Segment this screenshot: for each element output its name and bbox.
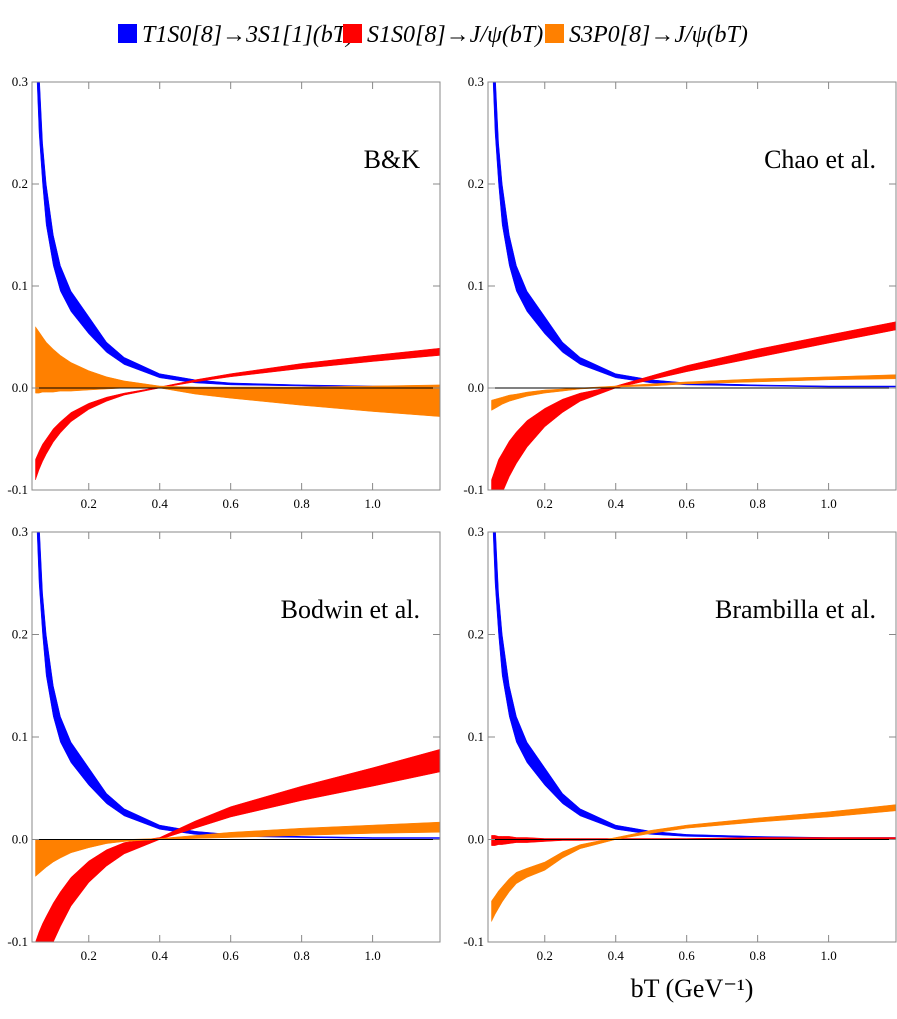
band [35, 326, 440, 417]
panel: -0.1 0.0 0.1 0.2 0.3 0.2 0.4 0.6 0.8 1.0 Brambilla… [463, 524, 897, 1003]
frame [487, 531, 897, 943]
band [491, 804, 896, 922]
x-tick-label: 0.8 [294, 496, 310, 511]
y-tick-label: -0.1 [463, 934, 484, 949]
y-tick-label: -0.1 [463, 482, 484, 497]
y-tick-label: -0.1 [7, 934, 28, 949]
panel-annotation: Bodwin et al. [281, 595, 420, 624]
x-tick-label: 0.4 [608, 496, 625, 511]
x-tick-label: 1.0 [820, 948, 836, 963]
y-tick-label: 0.2 [12, 627, 28, 642]
x-tick-label: 0.8 [750, 948, 766, 963]
legend-label: S3P0[8]→J/ψ(bT) [569, 22, 748, 48]
band [491, 374, 896, 411]
x-tick-label: 0.8 [750, 496, 766, 511]
band [36, 82, 440, 388]
y-tick-label: 0.1 [468, 278, 484, 293]
y-tick-label: 0.3 [468, 74, 484, 89]
y-tick-label: 0.2 [12, 176, 28, 191]
x-tick-label: 0.6 [679, 948, 696, 963]
panel: -0.1 0.0 0.1 0.2 0.3 0.2 0.4 0.6 0.8 1.0 Chao et a… [463, 74, 897, 511]
legend-label: S1S0[8]→J/ψ(bT) [367, 22, 543, 48]
band [35, 749, 440, 942]
frame [31, 531, 441, 943]
x-tick-label: 0.6 [679, 496, 696, 511]
panel-annotation: Brambilla et al. [715, 595, 876, 624]
legend-label: T1S0[8]→3S1[1](bT) [142, 22, 354, 48]
legend-swatch [118, 24, 137, 43]
y-tick-label: 0.0 [12, 832, 28, 847]
panel-annotation: Chao et al. [764, 145, 876, 174]
y-tick-label: 0.3 [468, 524, 484, 539]
y-tick-label: 0.0 [12, 380, 28, 395]
x-tick-label: 0.2 [537, 496, 553, 511]
x-tick-label: 1.0 [364, 496, 380, 511]
plot-area [491, 532, 896, 922]
y-tick-label: 0.1 [12, 278, 28, 293]
y-tick-label: -0.1 [7, 482, 28, 497]
x-tick-label: 0.4 [608, 948, 625, 963]
band [36, 532, 440, 839]
x-tick-label: 1.0 [364, 948, 380, 963]
band [491, 321, 896, 490]
y-tick-label: 0.3 [12, 74, 28, 89]
x-tick-label: 1.0 [820, 496, 836, 511]
y-tick-label: 0.2 [468, 176, 484, 191]
band [492, 82, 896, 388]
x-tick-label: 0.2 [81, 496, 97, 511]
frame [487, 81, 897, 491]
band [491, 835, 896, 846]
x-tick-label: 0.4 [152, 948, 169, 963]
x-tick-label: 0.2 [81, 948, 97, 963]
x-tick-label: 0.6 [223, 496, 240, 511]
plot-area [35, 82, 440, 480]
legend-swatch [545, 24, 564, 43]
plot-area [491, 82, 896, 490]
y-tick-label: 0.0 [468, 832, 484, 847]
band [35, 347, 440, 480]
x-tick-label: 0.6 [223, 948, 240, 963]
panel-annotation: B&K [364, 145, 421, 174]
band [492, 532, 896, 839]
y-tick-label: 0.1 [12, 729, 28, 744]
y-tick-label: 0.3 [12, 524, 28, 539]
legend-swatch [343, 24, 362, 43]
frame [31, 81, 441, 491]
x-tick-label: 0.4 [152, 496, 169, 511]
panel: -0.1 0.0 0.1 0.2 0.3 0.2 0.4 0.6 0.8 1.0 Bodwin et… [7, 524, 441, 963]
x-axis-label: bT (GeV⁻¹) [631, 974, 754, 1003]
panel: -0.1 0.0 0.1 0.2 0.3 0.2 0.4 0.6 0.8 1.0 B&K [7, 74, 441, 511]
y-tick-label: 0.1 [468, 729, 484, 744]
x-tick-label: 0.8 [294, 948, 310, 963]
y-tick-label: 0.2 [468, 627, 484, 642]
x-tick-label: 0.2 [537, 948, 553, 963]
y-tick-label: 0.0 [468, 380, 484, 395]
